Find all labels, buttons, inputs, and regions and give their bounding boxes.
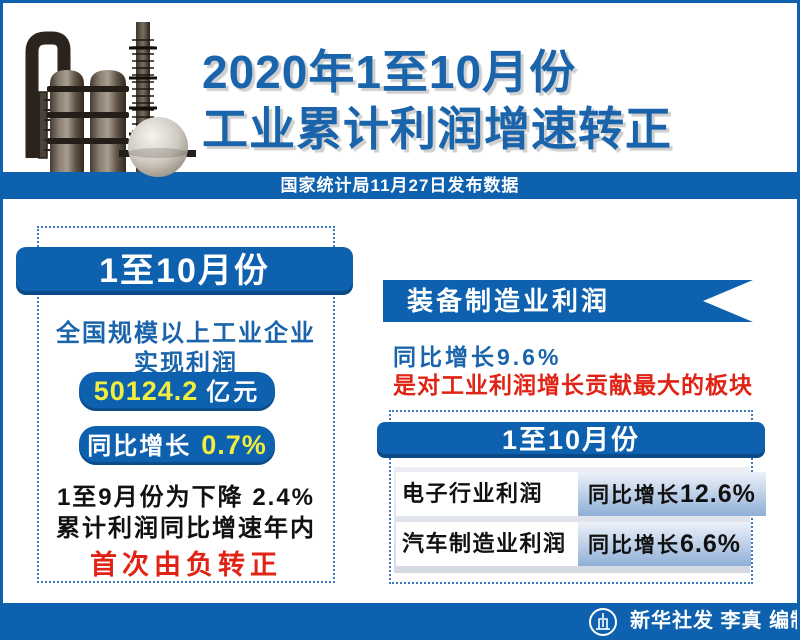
left-panel-header: 1至10月份 bbox=[16, 247, 353, 295]
factory-illustration-icon bbox=[25, 22, 196, 177]
row-value-label: 同比增长 bbox=[588, 534, 680, 557]
left-intro-line1: 全国规模以上工业企业 bbox=[56, 320, 316, 347]
profit-value: 50124.2 bbox=[93, 376, 199, 406]
main-title-line2: 工业累计利润增速转正 bbox=[202, 103, 672, 155]
main-title: 2020年1至10月份 工业累计利润增速转正 bbox=[202, 44, 672, 158]
left-note-line1: 1至9月份为下降 2.4% bbox=[56, 484, 316, 511]
row-label: 电子行业利润 bbox=[396, 472, 578, 516]
row-value-cell: 同比增长 6.6% bbox=[578, 522, 751, 566]
left-highlight: 首次由负转正 bbox=[90, 550, 282, 580]
footer-bar: 新华社发 李真 编制 bbox=[0, 603, 800, 640]
row-value-cell: 同比增长 12.6% bbox=[578, 472, 766, 516]
equipment-highlight: 是对工业利润增长贡献最大的板块 bbox=[393, 372, 753, 398]
profit-pill: 50124.2 亿元 bbox=[79, 372, 275, 411]
credit-text: 新华社发 李真 编制 bbox=[630, 610, 800, 632]
row-value: 12.6% bbox=[680, 479, 756, 508]
profit-unit: 亿元 bbox=[206, 379, 261, 406]
xinhua-logo-icon bbox=[589, 608, 617, 636]
left-panel-box bbox=[37, 226, 335, 583]
yoy-label: 同比增长 bbox=[87, 433, 192, 460]
main-title-line1: 2020年1至10月份 bbox=[202, 46, 577, 98]
yoy-pill: 同比增长 0.7% bbox=[79, 426, 275, 465]
row-value: 6.6% bbox=[680, 529, 741, 558]
right-panel-header: 1至10月份 bbox=[377, 422, 765, 458]
left-note-line2: 累计利润同比增速年内 bbox=[56, 515, 316, 542]
table-row: 电子行业利润 同比增长 12.6% bbox=[396, 472, 766, 516]
row-value-label: 同比增长 bbox=[588, 484, 680, 507]
equipment-growth-text: 同比增长9.6% bbox=[393, 344, 562, 370]
equipment-ribbon: 装备制造业利润 bbox=[383, 280, 753, 322]
table-row: 汽车制造业利润 同比增长 6.6% bbox=[396, 522, 751, 566]
yoy-value: 0.7% bbox=[201, 430, 267, 460]
row-label: 汽车制造业利润 bbox=[396, 522, 578, 566]
source-bar: 国家统计局11月27日发布数据 bbox=[0, 172, 800, 199]
